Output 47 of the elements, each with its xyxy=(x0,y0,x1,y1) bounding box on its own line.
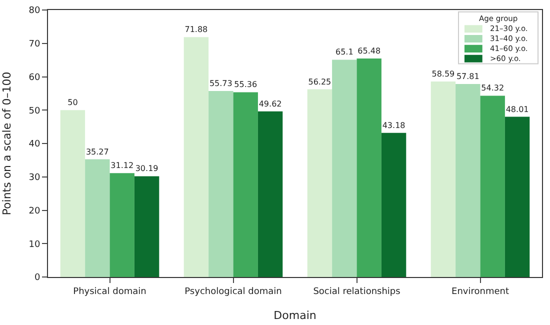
y-tick-label: 0 xyxy=(34,273,40,284)
bar xyxy=(307,89,332,277)
data-label: 30.19 xyxy=(135,164,158,174)
y-tick-label: 10 xyxy=(28,240,40,250)
y-axis-title: Points on a scale of 0–100 xyxy=(0,72,14,216)
data-label: 65.1 xyxy=(335,48,354,57)
bar xyxy=(184,37,209,277)
bar xyxy=(85,159,110,277)
data-label: 55.73 xyxy=(209,79,232,88)
y-tick-label: 60 xyxy=(28,72,40,83)
bar xyxy=(233,92,258,277)
bar xyxy=(430,81,456,277)
data-label: 35.27 xyxy=(86,147,109,156)
bar xyxy=(480,96,505,277)
y-tick-label: 50 xyxy=(28,106,40,116)
data-label: 31.12 xyxy=(110,161,134,170)
bar xyxy=(60,110,86,277)
data-label: 71.88 xyxy=(184,25,208,34)
data-label: 49.62 xyxy=(258,99,282,108)
bar xyxy=(381,132,406,277)
bar xyxy=(258,111,283,277)
bar xyxy=(134,176,160,277)
y-tick-label: 70 xyxy=(28,40,40,50)
bar xyxy=(504,116,530,277)
y-tick-label: 80 xyxy=(28,6,40,16)
bar xyxy=(110,173,134,277)
x-axis-title: Domain xyxy=(274,309,316,322)
bar xyxy=(332,60,357,277)
data-label: 58.59 xyxy=(432,69,455,78)
bar xyxy=(356,58,382,277)
y-tick-label: 30 xyxy=(28,173,40,184)
bar xyxy=(456,84,480,277)
x-tick-label: Psychological domain xyxy=(184,286,282,297)
data-label: 56.25 xyxy=(308,77,332,86)
data-label: 50 xyxy=(68,98,78,108)
x-tick-label: Physical domain xyxy=(73,286,146,297)
data-label: 65.48 xyxy=(358,46,381,56)
x-tick-label: Social relationships xyxy=(313,286,401,297)
bar xyxy=(208,91,234,277)
data-label: 55.36 xyxy=(234,80,258,90)
y-tick-label: 40 xyxy=(28,140,40,150)
y-tick-label: 20 xyxy=(28,206,40,216)
x-tick-label: Environment xyxy=(452,286,510,297)
data-label: 48.01 xyxy=(506,104,529,114)
data-label: 54.32 xyxy=(481,84,504,93)
data-label: 43.18 xyxy=(382,120,406,130)
data-label: 57.81 xyxy=(456,72,480,82)
